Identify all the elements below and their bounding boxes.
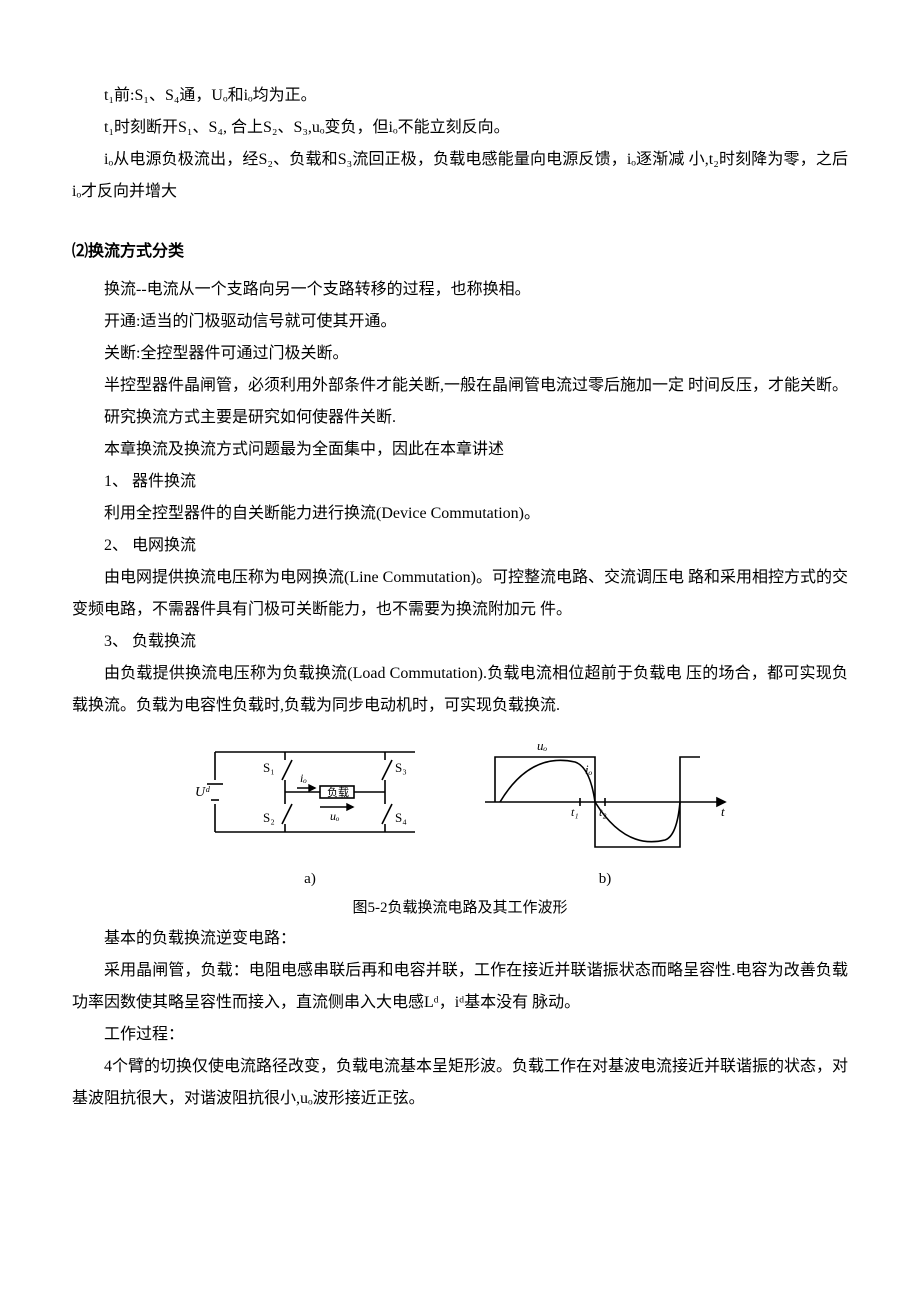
document-page: t₁前:S₁、S₄通，Uₒ和iₒ均为正。 t₁时刻断开S₁、S₄, 合上S₂、S… <box>0 0 920 1155</box>
paragraph: 本章换流及换流方式问题最为全面集中，因此在本章讲述 <box>72 434 848 466</box>
paragraph: 基本的负载换流逆变电路： <box>72 923 848 955</box>
label-load: 负载 <box>327 785 349 799</box>
label-wave-t: t <box>721 804 725 819</box>
circuit-svg: Uᵈ S₁ S₂ S₃ S₄ iₒ 负载 uₒ <box>185 732 435 862</box>
label-ud: Uᵈ <box>195 785 210 800</box>
label-s4: S₄ <box>395 810 407 825</box>
paragraph: 1、 器件换流 <box>72 466 848 498</box>
figure-caption: 图5-2负载换流电路及其工作波形 <box>72 893 848 923</box>
paragraph: 利用全控型器件的自关断能力进行换流(Device Commutation)。 <box>72 498 848 530</box>
figure-b-label: b) <box>599 864 612 894</box>
label-io: iₒ <box>300 771 307 785</box>
paragraph: 3、 负载换流 <box>72 626 848 658</box>
paragraph: 采用晶闸管，负载：电阻电感串联后再和电容并联，工作在接近并联谐振状态而略呈容性.… <box>72 955 848 1019</box>
paragraph: t₁前:S₁、S₄通，Uₒ和iₒ均为正。 <box>72 80 848 112</box>
paragraph: iₒ从电源负极流出，经S₂、负载和S₃流回正极，负载电感能量向电源反馈，iₒ逐渐… <box>72 144 848 208</box>
paragraph: 由负载提供换流电压称为负载换流(Load Commutation).负载电流相位… <box>72 658 848 722</box>
paragraph: 关断:全控型器件可通过门极关断。 <box>72 338 848 370</box>
waveform-svg: uₒ iₒ t t₁ t₂ <box>475 732 735 862</box>
figure-a-label: a) <box>304 864 316 894</box>
paragraph: 开通:适当的门极驱动信号就可使其开通。 <box>72 306 848 338</box>
figure-circuit: Uᵈ S₁ S₂ S₃ S₄ iₒ 负载 uₒ a) <box>185 732 435 895</box>
paragraph: 4个臂的切换仅使电流路径改变，负载电流基本呈矩形波。负载工作在对基波电流接近并联… <box>72 1051 848 1115</box>
label-wave-io: iₒ <box>585 762 593 777</box>
figure-5-2: Uᵈ S₁ S₂ S₃ S₄ iₒ 负载 uₒ a) <box>72 732 848 923</box>
label-wave-uo: uₒ <box>537 738 548 753</box>
figure-waveform: uₒ iₒ t t₁ t₂ b) <box>475 732 735 895</box>
label-s1: S₁ <box>263 760 275 775</box>
label-s3: S₃ <box>395 760 407 775</box>
paragraph: 半控型器件晶闸管，必须利用外部条件才能关断,一般在晶闸管电流过零后施加一定 时间… <box>72 370 848 402</box>
paragraph: 由电网提供换流电压称为电网换流(Line Commutation)。可控整流电路… <box>72 562 848 626</box>
paragraph: t₁时刻断开S₁、S₄, 合上S₂、S₃,uₒ变负，但iₒ不能立刻反向。 <box>72 112 848 144</box>
section-heading: ⑵换流方式分类 <box>72 236 848 268</box>
label-wave-t2: t₂ <box>599 805 607 819</box>
paragraph: 换流--电流从一个支路向另一个支路转移的过程，也称换相。 <box>72 274 848 306</box>
paragraph: 2、 电网换流 <box>72 530 848 562</box>
label-wave-t1: t₁ <box>571 805 579 819</box>
label-uo: uₒ <box>330 809 340 823</box>
label-s2: S₂ <box>263 810 275 825</box>
paragraph: 研究换流方式主要是研究如何使器件关断. <box>72 402 848 434</box>
paragraph: 工作过程： <box>72 1019 848 1051</box>
